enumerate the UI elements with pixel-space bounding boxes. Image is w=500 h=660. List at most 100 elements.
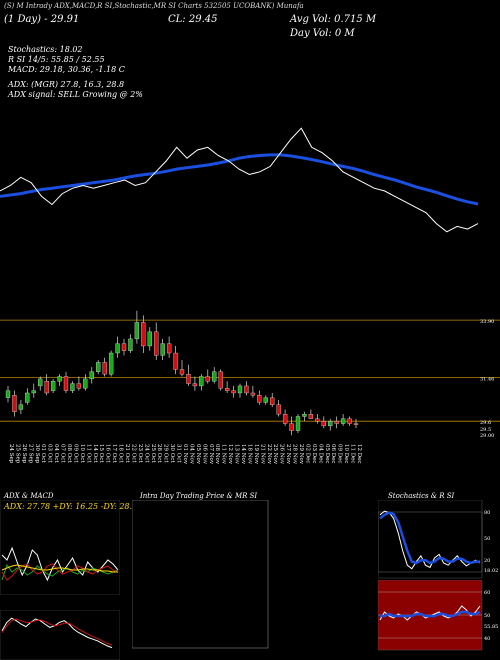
date-tick-label: 26 Sep [21,444,27,464]
level-label: 29.6 [480,420,491,426]
candle-body [340,418,346,424]
date-tick-label: 07 Nov [208,444,214,465]
macd-readout: MACD: 29.18, 30.36, -1.18 C [8,65,125,74]
candle-body [173,352,178,370]
stochastics-readout: Stochastics: 18.02 [8,45,83,54]
candle-body [147,331,152,347]
price-ema-chart [0,127,479,233]
date-tick-label: 09 Oct [72,444,78,463]
candle-body [347,418,352,424]
candle-body [89,371,94,380]
date-tick-label: 27 Nov [285,444,291,465]
candle-body [166,343,172,354]
date-tick-label: 29 Nov [298,444,304,465]
date-tick-label: 10 Dec [343,444,349,464]
rsi-panel: 60 50 40 55.85 [378,580,498,651]
candle-body [179,369,185,375]
date-tick-label: 13 Nov [234,444,240,465]
candle-body [83,378,88,389]
candle-body [25,392,30,403]
day-close-readout: (1 Day) - 29.91 [4,14,80,25]
candle-body [212,371,217,382]
chart-header-line: (S) M Intrady ADX,MACD,R SI,Stochastic,M… [4,2,304,10]
date-tick-label: 23 Oct [137,444,143,463]
date-tick-label: 02 Dec [304,444,310,464]
date-tick-label: 22 Oct [130,444,136,463]
candle-body [282,413,288,424]
candle-body [63,376,69,391]
candle-body [321,421,326,427]
date-tick-label: 05 Dec [324,444,330,464]
stochastics-series-line [379,510,481,570]
candle-body [315,418,320,422]
candle-body [250,392,256,396]
extra-price-label: 29.00 [480,433,494,439]
rsi-tick-label: 60 [484,590,490,596]
macd-panel-frame [0,610,120,660]
date-tick-label: 24 Sep [8,444,14,464]
candle-body [76,383,82,389]
date-tick-label: 28 Nov [292,444,298,465]
candle-body [224,388,230,391]
candle-body [108,352,114,375]
stochastics-panel-frame [378,500,483,579]
date-tick-label: 06 Dec [330,444,336,464]
date-tick-label: 03 Oct [47,444,53,463]
adx-panel-readout: ADX: 27.78 +DY: 16.25 -DY: 28.75 [4,502,143,511]
date-tick-label: 28 Oct [156,444,162,463]
day-volume-readout: Day Vol: 0 M [290,28,355,39]
intraday-panel-title: Intra Day Trading Price & MR SI [140,492,258,500]
date-tick-label: 10 Oct [79,444,85,463]
date-tick-label: 21 Oct [124,444,130,463]
adx-series-line [1,564,118,573]
date-tick-label: 14 Nov [240,444,246,465]
rsi-tick-label: 50 [484,613,490,619]
date-tick-label: 05 Nov [195,444,201,465]
macd-series-line [1,617,113,649]
stochastics-panel: 80 50 20 18.02 [378,500,498,579]
date-tick-label: 25 Sep [14,444,20,464]
candle-body [5,390,11,398]
avg-volume-readout: Avg Vol: 0.715 M [290,14,377,25]
intraday-panel [132,500,269,649]
extra-price-label: 29.5 [480,427,491,433]
candle-body [18,404,24,410]
date-tick-label: 01 Oct [40,444,46,463]
candle-body [115,343,120,354]
date-tick-label: 30 Sep [34,444,40,464]
candle-body [192,383,198,387]
candle-body [276,404,281,415]
date-tick-label: 04 Nov [188,444,194,465]
rsi-series-line [380,610,481,618]
date-tick-label: 03 Dec [311,444,317,464]
candle-body [218,371,223,389]
candlestick-chart: 33.90 31.46 29.629.529.00 24 Sep 25 Sep 26 Se… [0,310,500,465]
date-tick-label: 11 Oct [85,444,91,463]
date-tick-label: 31 Oct [176,444,182,463]
candle-body [257,395,262,403]
adx-macd-panel-title: ADX & MACD [4,492,54,500]
candle-body [334,421,339,424]
adx-series-line [1,546,119,582]
candle-body [154,331,159,356]
date-tick-label: 15 Oct [98,444,104,463]
date-tick-label: 25 Nov [272,444,278,465]
stochastics-tick-label: 80 [484,510,490,516]
date-tick-label: 21 Nov [259,444,265,465]
date-tick-label: 01 Nov [182,444,188,465]
candle-body [308,413,314,419]
date-tick-label: 12 Dec [356,444,362,464]
candle-body [70,383,75,391]
candle-body [289,423,294,431]
candle-body [353,423,359,425]
stochastics-tick-label: 50 [484,536,490,542]
candle-body [302,413,307,417]
date-tick-label: 04 Dec [317,444,323,464]
candle-body [44,381,49,394]
adx-panel-frame [0,500,120,595]
candle-body [38,378,43,387]
stochastics-series-line [379,511,480,565]
date-tick-label: 06 Nov [201,444,207,465]
candle-body [205,376,210,382]
macd-panel [0,610,120,660]
